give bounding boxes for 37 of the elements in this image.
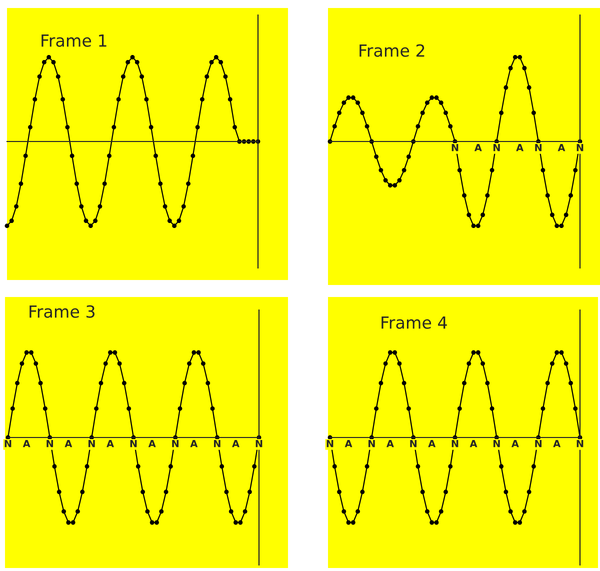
x-tick-label: A xyxy=(474,144,482,152)
chart-title: Frame 3 xyxy=(30,305,94,318)
x-tick-label: A xyxy=(22,440,30,448)
x-tick-label: N xyxy=(256,440,262,448)
x-tick-label: A xyxy=(516,144,524,152)
x-tick-label: A xyxy=(190,440,198,448)
x-tick-label: N xyxy=(452,144,458,152)
x-tick-label: N xyxy=(368,440,375,448)
x-tick-label: N xyxy=(410,440,417,448)
x-tick-label: A xyxy=(148,440,156,448)
x-tick-label: A xyxy=(553,440,561,448)
x-tick-label: A xyxy=(232,440,240,448)
x-tick-label: A xyxy=(470,440,478,448)
chart-title: Frame 2 xyxy=(360,44,424,57)
x-tick-label: N xyxy=(46,440,54,448)
x-tick-label: A xyxy=(558,144,566,152)
x-tick-label: N xyxy=(130,440,137,448)
x-tick-label: A xyxy=(64,440,72,448)
x-tick-label: N xyxy=(4,440,12,448)
chart-title: Frame 4 xyxy=(382,316,447,329)
x-tick-label: N xyxy=(576,144,584,152)
x-tick-label: N xyxy=(88,440,95,448)
x-tick-label: N xyxy=(535,144,542,152)
x-tick-label: A xyxy=(344,440,352,448)
x-tick-label: N xyxy=(535,440,542,448)
x-tick-label: N xyxy=(326,440,334,448)
x-tick-label: A xyxy=(511,440,519,448)
x-tick-label: N xyxy=(214,440,220,448)
x-tick-label: A xyxy=(106,440,114,448)
x-tick-label: A xyxy=(386,440,394,448)
x-tick-label: A xyxy=(428,440,436,448)
x-tick-label: N xyxy=(493,144,500,152)
x-tick-label: N xyxy=(452,440,458,448)
chart-title: Frame 1 xyxy=(42,34,106,47)
x-tick-label: N xyxy=(576,440,584,448)
x-tick-label: N xyxy=(493,440,500,448)
x-tick-label: N xyxy=(172,440,179,448)
